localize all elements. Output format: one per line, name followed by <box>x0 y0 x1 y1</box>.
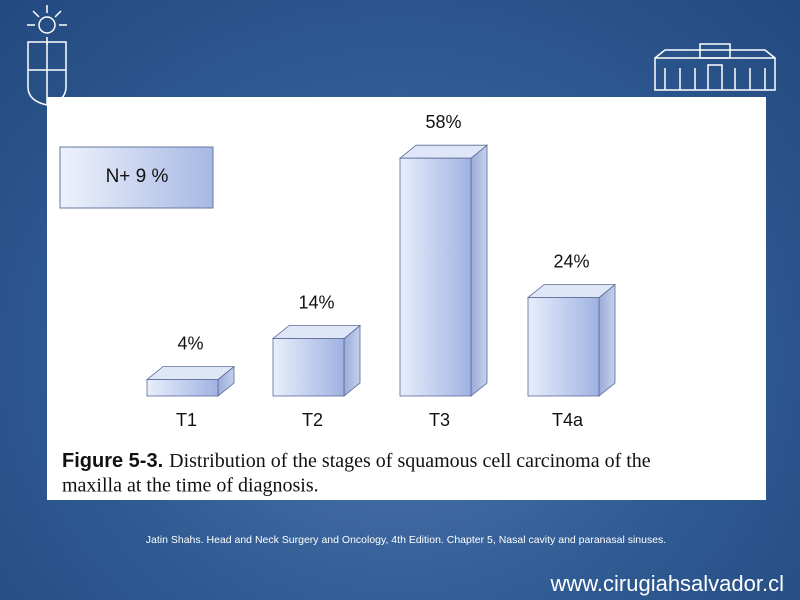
bar-side <box>598 283 616 397</box>
bar <box>399 157 472 397</box>
hospital-logo <box>654 43 776 91</box>
website: www.cirugiahsalvador.cl <box>549 571 784 596</box>
bars: 4% T1 14% T2 58% T3 24% T4a <box>145 112 617 430</box>
value-label: 58% <box>425 112 461 132</box>
bar-top <box>398 144 489 159</box>
bar <box>527 297 600 397</box>
category-label: T2 <box>302 410 323 430</box>
citation: Jatin Shahs. Head and Neck Surgery and O… <box>146 534 666 546</box>
category-label: T4a <box>552 410 584 430</box>
university-logo <box>27 5 67 106</box>
bar <box>272 338 345 397</box>
bar <box>146 379 219 397</box>
bar-top <box>526 284 617 299</box>
value-label: 14% <box>298 292 334 312</box>
annotation: N+ 9 % <box>106 166 169 187</box>
bar-top <box>145 366 236 381</box>
bar-side <box>470 144 488 397</box>
figure-label: Figure 5-3. <box>62 450 163 472</box>
caption-text: maxilla at the time of diagnosis. <box>62 475 319 497</box>
category-label: T3 <box>429 410 450 430</box>
value-label: 4% <box>177 333 203 353</box>
annotation-box <box>59 146 214 209</box>
caption-text: Distribution of the stages of squamous c… <box>169 450 651 472</box>
bar-top <box>271 325 362 340</box>
caption-line: Figure 5-3. Distribution of the stages of… <box>62 450 651 473</box>
category-label: T1 <box>176 410 197 430</box>
value-label: 24% <box>553 251 589 271</box>
